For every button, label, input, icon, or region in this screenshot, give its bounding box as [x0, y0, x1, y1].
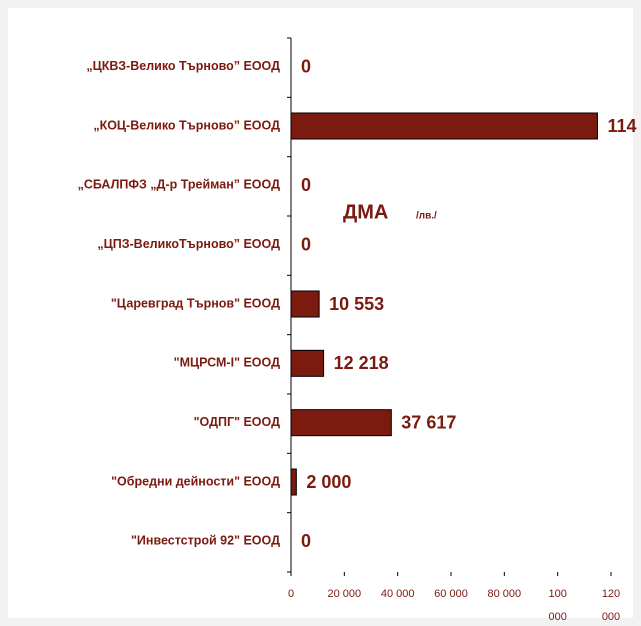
x-tick-label: 20 000: [328, 588, 362, 600]
bar: [290, 349, 325, 377]
category-label: "ОДПГ" ЕООД: [194, 415, 280, 429]
value-label: 0: [301, 531, 311, 551]
category-label: "Инвестстрой 92" ЕООД: [131, 534, 280, 548]
x-tick-label: 80 000: [488, 588, 522, 600]
unit: /лв./: [416, 211, 437, 222]
x-tick-label: 100 000: [548, 588, 566, 623]
x-tick-label: 60 000: [434, 588, 468, 600]
value-label: 0: [301, 175, 311, 195]
x-tick-label: 40 000: [381, 588, 415, 600]
category-label: „СБАЛПФЗ „Д-р Трейман” ЕООД: [78, 178, 280, 192]
bar: [290, 468, 297, 496]
category-label: "Царевград Търнов" ЕООД: [111, 296, 280, 310]
category-label: "МЦРСМ-I" ЕООД: [174, 356, 280, 370]
value-label: 0: [301, 234, 311, 254]
value-label: 37 617: [401, 412, 456, 432]
bar: [290, 112, 598, 140]
category-label: „ЦКВЗ-Велико Търново” ЕООД: [86, 59, 280, 73]
annotation: ДМА: [343, 201, 388, 223]
value-label: 2 000: [306, 472, 351, 492]
value-label: 12 218: [334, 353, 389, 373]
category-label: „КОЦ-Велико Търново” ЕООД: [93, 118, 280, 132]
category-label: "Обредни дейности" ЕООД: [111, 474, 280, 488]
bar: [290, 409, 392, 437]
plot-background: [8, 8, 633, 618]
x-tick-label: 120 000: [602, 588, 620, 623]
value-label: 10 553: [329, 294, 384, 314]
category-label: „ЦПЗ-ВеликоТърново” ЕООД: [97, 237, 280, 251]
value-label: 114 920: [607, 116, 641, 136]
x-tick-label: 0: [288, 588, 294, 600]
bar: [290, 290, 320, 318]
value-label: 0: [301, 56, 311, 76]
